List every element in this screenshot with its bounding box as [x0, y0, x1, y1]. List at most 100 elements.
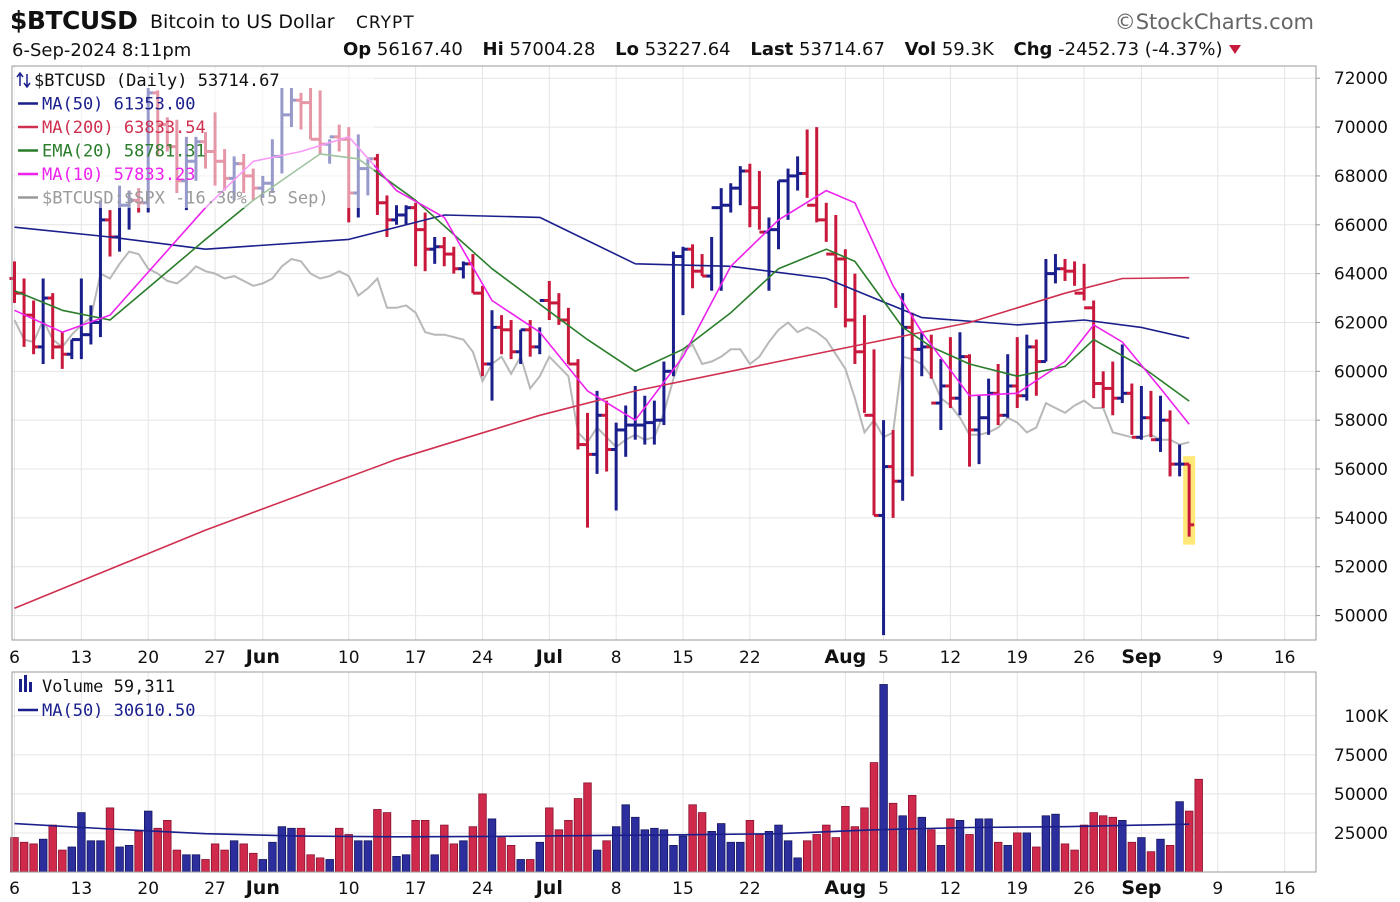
price-date-label: 20 [137, 648, 159, 668]
ohlc-bar [840, 249, 851, 328]
volume-bar [124, 845, 134, 873]
ohlc-bar [849, 273, 860, 364]
ohlc-bar [859, 315, 870, 417]
volume-bar [707, 831, 716, 873]
volume-bar [879, 684, 888, 873]
volume-bar [783, 840, 793, 873]
volume-bar [239, 843, 248, 873]
price-date-label: 6 [9, 648, 20, 668]
volume-date-label: 27 [204, 879, 226, 899]
price-date-label: 9 [1212, 648, 1223, 668]
ohlc-bar [429, 236, 440, 264]
volume-bar [1003, 845, 1012, 873]
ohlc-bar [9, 261, 20, 303]
volume-bar [1070, 849, 1079, 873]
stat-last-value: 53714.67 [799, 39, 885, 60]
ohlc-bar [687, 244, 698, 289]
ohlc-bar [1050, 254, 1061, 284]
ohlc-bar [544, 280, 555, 321]
volume-date-label: Sep [1121, 877, 1161, 899]
volume-bar [965, 834, 974, 873]
volume-bar [631, 816, 640, 873]
volume-bar [58, 849, 67, 873]
brand-watermark[interactable]: ©StockCharts.com [1114, 10, 1314, 34]
volume-bar [592, 849, 602, 873]
ma-line [14, 276, 1190, 609]
volume-bar [420, 820, 430, 873]
volume-tick-label: 50000 [1334, 785, 1388, 805]
volume-bar [621, 804, 630, 873]
ohlc-bar [821, 202, 832, 256]
ohlc-bar [477, 285, 488, 377]
volume-bar [1060, 843, 1070, 873]
volume-bar [764, 831, 774, 873]
price-date-label: Sep [1121, 646, 1161, 668]
ohlc-bar [802, 129, 813, 207]
quote-stats: Op 56167.40 Hi 57004.28 Lo 53227.64 Last… [343, 39, 1241, 60]
volume-date-label: 22 [739, 879, 761, 899]
ohlc-bar [639, 395, 650, 445]
ohlc-bar [1079, 263, 1090, 310]
volume-bar [908, 795, 917, 873]
ohlc-bar [601, 400, 612, 472]
exchange-label: CRYPT [356, 13, 415, 33]
timestamp: 6-Sep-2024 8:11pm [12, 40, 192, 61]
volume-bar [487, 818, 497, 873]
volume-bar [258, 859, 267, 873]
volume-bar [315, 857, 325, 873]
ohlc-bar [563, 307, 574, 366]
volume-bar [39, 838, 48, 873]
volume-bar [726, 841, 735, 873]
volume-bar [841, 806, 850, 873]
ohlc-bar [439, 236, 450, 267]
volume-bar [497, 837, 506, 873]
volume-bar [526, 859, 535, 873]
ohlc-bar [592, 390, 603, 474]
volume-bar [888, 802, 898, 873]
ohlc-bar [38, 278, 49, 364]
volume-bar [640, 829, 649, 873]
volume-legend-icon [19, 679, 22, 692]
volume-bar [325, 859, 334, 873]
legend-entry: $BTCUSD:$SPX -16.30% (5 Sep) [42, 189, 329, 209]
volume-tick-label: 75000 [1334, 746, 1388, 766]
down-arrow-icon [1228, 45, 1241, 54]
volume-date-label: 20 [137, 879, 159, 899]
ohlc-bar [983, 378, 994, 435]
ohlc-bar [811, 127, 822, 223]
ohlc-bar [1136, 385, 1147, 440]
volume-bar [1127, 841, 1137, 873]
volume-date-label: 16 [1274, 879, 1296, 899]
ohlc-bar [964, 354, 975, 467]
volume-ma-line [14, 822, 1190, 838]
ohlc-bar [1174, 444, 1185, 477]
ohlc-bar [1098, 371, 1109, 408]
volume-bar [430, 854, 439, 873]
ohlc-bar [1012, 337, 1023, 408]
ohlc-bar [105, 210, 115, 257]
volume-date-label: 13 [71, 879, 93, 899]
ohlc-bar [792, 156, 803, 191]
volume-bar [287, 827, 296, 873]
volume-bar [1032, 846, 1041, 873]
stat-vol-label: Vol [904, 39, 937, 60]
volume-bar [697, 812, 707, 873]
price-date-label: 12 [940, 648, 962, 668]
symbol-title: $BTCUSD [10, 6, 138, 35]
price-axis: 50000 52000 54000 56000 58000 60000 62000 64000… [1316, 69, 1388, 627]
price-date-label: 15 [672, 648, 694, 668]
volume-bar [612, 826, 621, 873]
stat-vol-value: 59.3K [941, 39, 994, 60]
volume-bar [1137, 837, 1146, 873]
price-date-label: 17 [405, 648, 427, 668]
volume-bar [860, 807, 869, 873]
volume-bar [468, 826, 478, 873]
ohlc-bar [897, 293, 908, 501]
ohlc-bar [1107, 361, 1118, 416]
ohlc-bar [95, 200, 106, 338]
volume-bar [182, 854, 191, 873]
price-date-label: Jun [244, 646, 280, 668]
price-tick-label: 52000 [1334, 558, 1388, 578]
ohlc-bar [754, 171, 765, 234]
ohlc-bar [496, 315, 507, 355]
